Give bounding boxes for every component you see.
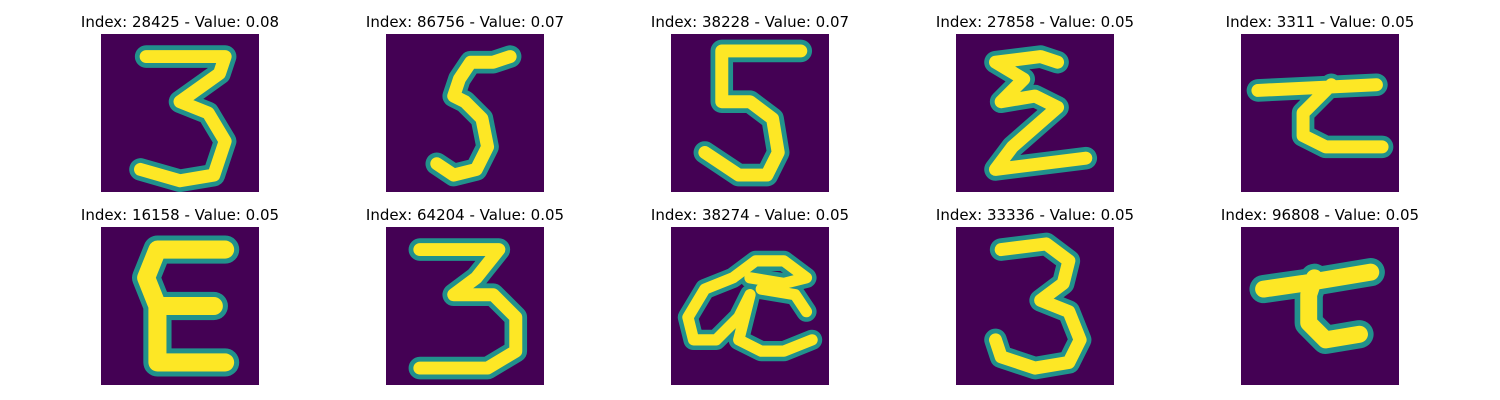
panel-title: Index: 86756 - Value: 0.07 [365, 13, 565, 31]
digit-image [1241, 34, 1399, 192]
panel-title: Index: 96808 - Value: 0.05 [1220, 206, 1420, 224]
panel-title: Index: 27858 - Value: 0.05 [935, 13, 1135, 31]
grid-panel-6: Index: 16158 - Value: 0.05 [80, 205, 280, 385]
panel-title: Index: 16158 - Value: 0.05 [80, 206, 280, 224]
grid-panel-9: Index: 33336 - Value: 0.05 [935, 205, 1135, 385]
panel-title: Index: 33336 - Value: 0.05 [935, 206, 1135, 224]
grid-panel-7: Index: 64204 - Value: 0.05 [365, 205, 565, 385]
grid-panel-4: Index: 27858 - Value: 0.05 [935, 12, 1135, 192]
digit-image [386, 227, 544, 385]
digit-image [671, 34, 829, 192]
grid-panel-3: Index: 38228 - Value: 0.07 [650, 12, 850, 192]
panel-title: Index: 38274 - Value: 0.05 [650, 206, 850, 224]
panel-title: Index: 3311 - Value: 0.05 [1225, 13, 1415, 31]
panel-title: Index: 38228 - Value: 0.07 [650, 13, 850, 31]
grid-panel-8: Index: 38274 - Value: 0.05 [650, 205, 850, 385]
digit-image [956, 34, 1114, 192]
panel-title: Index: 28425 - Value: 0.08 [80, 13, 280, 31]
grid-panel-2: Index: 86756 - Value: 0.07 [365, 12, 565, 192]
digit-image [671, 227, 829, 385]
digit-image [956, 227, 1114, 385]
digit-image [101, 34, 259, 192]
digit-image [1241, 227, 1399, 385]
digit-image [386, 34, 544, 192]
grid-panel-10: Index: 96808 - Value: 0.05 [1220, 205, 1420, 385]
digit-image [101, 227, 259, 385]
panel-title: Index: 64204 - Value: 0.05 [365, 206, 565, 224]
grid-panel-5: Index: 3311 - Value: 0.05 [1220, 12, 1420, 192]
grid-panel-1: Index: 28425 - Value: 0.08 [80, 12, 280, 192]
